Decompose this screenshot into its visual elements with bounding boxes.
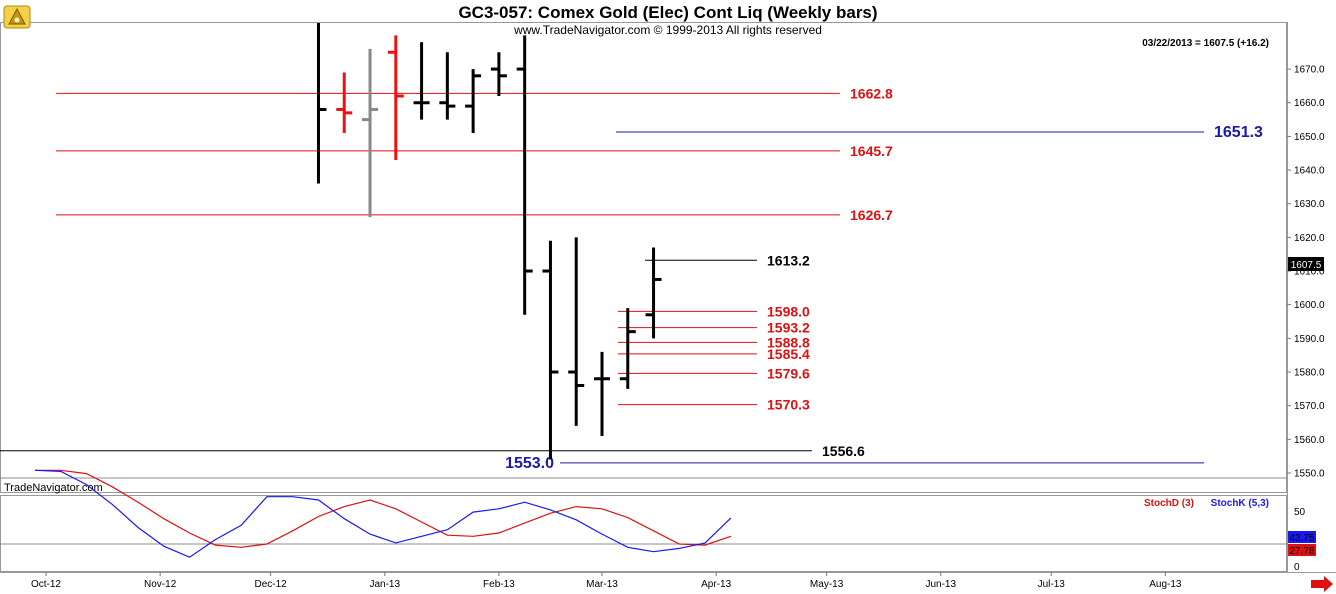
ohlc-bar-2013-02-08	[516, 35, 533, 315]
price-tick-label: 1600.0	[1294, 300, 1325, 311]
ohlc-bar-2013-02-15	[542, 240, 559, 460]
ohlc-bar-2013-01-18	[439, 52, 456, 120]
price-tick-label: 1560.0	[1294, 435, 1325, 446]
price-tick-label: 1580.0	[1294, 368, 1325, 379]
stoch-tag-value: 43.75	[1289, 533, 1314, 544]
stoch-pane-frame	[0, 495, 1287, 572]
level-label-1645.7: 1645.7	[850, 143, 893, 159]
price-pane-frame	[0, 22, 1287, 493]
ohlc-bar-2013-02-22	[568, 237, 585, 426]
price-tick-label: 1630.0	[1294, 199, 1325, 210]
time-tick-label: Nov-12	[144, 579, 177, 590]
level-label-1662.8: 1662.8	[850, 85, 893, 101]
price-tick-label: 1650.0	[1294, 132, 1325, 143]
ohlc-bar-2013-01-11	[413, 42, 430, 120]
time-tick-label: Aug-13	[1149, 579, 1182, 590]
watermark: TradeNavigator.com	[4, 482, 103, 494]
stoch-tick-label: 50	[1294, 507, 1306, 518]
level-label-1570.3: 1570.3	[767, 397, 810, 413]
support-resistance-levels: 1662.8 1651.3 1645.7 1626.7 1613.2 1598.01593…	[0, 85, 1263, 472]
time-tick-label: Oct-12	[31, 579, 61, 590]
last-value-readout: 03/22/2013 = 1607.5 (+16.2)	[1142, 38, 1269, 49]
time-tick-label: Feb-13	[483, 579, 515, 590]
time-tick-label: Dec-12	[254, 579, 287, 590]
level-label-1579.6: 1579.6	[767, 365, 810, 381]
stochd-line	[35, 469, 732, 548]
logo-icon	[3, 5, 31, 29]
ohlc-bar-2013-03-08	[619, 308, 636, 389]
level-label-1585.4: 1585.4	[767, 346, 810, 362]
time-tick-label: Jun-13	[925, 579, 956, 590]
time-tick-label: Apr-13	[701, 579, 731, 590]
stoch-tag-value: 27.78	[1289, 546, 1314, 557]
level-label-1651.3: 1651.3	[1214, 124, 1263, 141]
ohlc-bars	[316, 23, 662, 460]
stoch-tick-label: 0	[1294, 562, 1300, 573]
price-tick-label: 1660.0	[1294, 98, 1325, 109]
copyright-text: www.TradeNavigator.com © 1999-2013 All r…	[513, 23, 822, 37]
ohlc-bar-2012-12-28	[362, 48, 379, 218]
level-label-1593.2: 1593.2	[767, 320, 810, 336]
price-tag-box	[1288, 257, 1324, 271]
time-axis: Oct-12 Nov-12 Dec-12 Jan-13 Feb-13 Mar-13 Apr-…	[31, 572, 1182, 590]
price-tick-label: 1620.0	[1294, 233, 1325, 244]
ohlc-bar-2013-01-25	[465, 69, 482, 134]
stochk-legend: StochK (5,3)	[1211, 498, 1269, 509]
ohlc-bar-2013-01-04	[387, 35, 404, 160]
price-tag: 1607.5	[1291, 260, 1322, 271]
scroll-right-arrow-icon[interactable]	[1311, 576, 1333, 592]
price-tick-label: 1570.0	[1294, 401, 1325, 412]
price-axis: 1550.0 1560.0 1570.0 1580.0 1590.0 1600.0 1610…	[1287, 65, 1325, 480]
time-tick-label: Mar-13	[586, 579, 618, 590]
level-label-1598.0: 1598.0	[767, 303, 810, 319]
stoch-tag-box	[1288, 544, 1316, 556]
chart-title: GC3-057: Comex Gold (Elec) Cont Liq (Wee…	[458, 3, 877, 22]
price-tick-label: 1590.0	[1294, 334, 1325, 345]
stochd-legend: StochD (3)	[1144, 498, 1194, 509]
price-tick-label: 1610.0	[1294, 267, 1325, 278]
ohlc-bar-2012-12-21	[336, 72, 353, 134]
time-tick-label: Jul-13	[1038, 579, 1066, 590]
ohlc-bar-2013-02-01	[490, 52, 507, 97]
stoch-tag-box	[1288, 531, 1316, 543]
level-label-1553.0: 1553.0	[505, 455, 554, 472]
price-tick-label: 1640.0	[1294, 166, 1325, 177]
time-tick-label: May-13	[810, 579, 844, 590]
ohlc-bar-2013-03-01	[594, 351, 610, 436]
time-tick-label: Jan-13	[369, 579, 400, 590]
price-tick-label: 1550.0	[1294, 469, 1325, 480]
level-label-1626.7: 1626.7	[850, 207, 893, 223]
level-label-1556.6: 1556.6	[822, 443, 865, 459]
ohlc-bar-2013-03-15	[645, 247, 662, 339]
price-tick-label: 1670.0	[1294, 65, 1325, 76]
ohlc-bar-2012-12-14	[316, 23, 327, 184]
stochastic-indicator: 0 50 43.75 27.78	[0, 469, 1316, 573]
stochk-line	[34, 469, 732, 558]
level-label-1588.8: 1588.8	[767, 334, 810, 350]
level-label-1613.2: 1613.2	[767, 252, 810, 268]
